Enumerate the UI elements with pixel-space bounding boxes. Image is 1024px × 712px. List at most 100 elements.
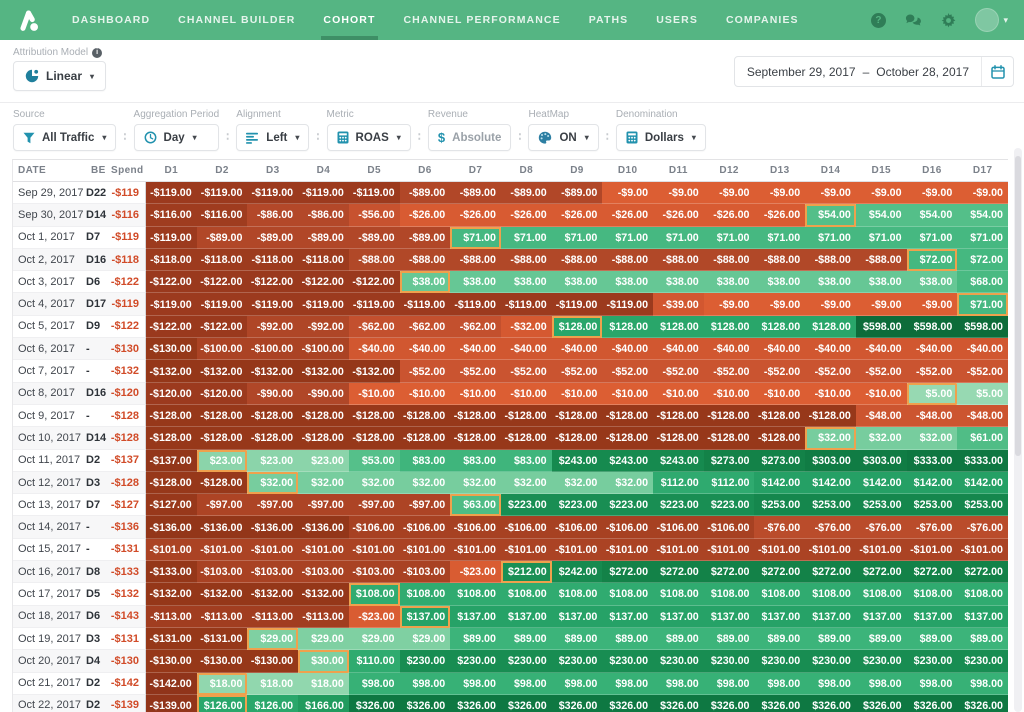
calendar-icon[interactable] bbox=[981, 57, 1013, 86]
nav-item-cohort[interactable]: COHORT bbox=[309, 0, 389, 40]
heatmap-cell: -$131.00 bbox=[196, 627, 248, 651]
heatmap-cell: -$101.00 bbox=[348, 538, 400, 562]
heatmap-cell: $89.00 bbox=[906, 627, 958, 651]
heatmap-cell: $272.00 bbox=[957, 561, 1008, 584]
heatmap-cell: $142.00 bbox=[906, 471, 958, 495]
table-row: Oct 1, 2017 D7 -$119 -$119.00 -$89.00 -$89.00… bbox=[13, 226, 1008, 249]
heatmap-cell: -$100.00 bbox=[196, 338, 248, 361]
column-header-d1: D1 bbox=[164, 165, 179, 176]
heatmap-cell: -$40.00 bbox=[653, 338, 704, 361]
heatmap-cell: $71.00 bbox=[653, 226, 704, 249]
heatmap-cell: $230.00 bbox=[906, 650, 958, 673]
filter-button-aggregation-period[interactable]: Day ▾ bbox=[133, 124, 220, 151]
row-spend: -$131 bbox=[111, 538, 146, 562]
heatmap-cell: -$128.00 bbox=[754, 427, 806, 450]
row-date: Sep 29, 2017 bbox=[13, 182, 86, 205]
heatmap-cell: -$40.00 bbox=[348, 338, 400, 361]
heatmap-cell: $223.00 bbox=[653, 494, 704, 517]
chat-bubbles-icon[interactable] bbox=[905, 12, 922, 28]
vertical-scrollbar-track[interactable] bbox=[1014, 148, 1022, 712]
filter-button-heatmap[interactable]: ON ▾ bbox=[528, 124, 599, 151]
caret-down-icon: ▾ bbox=[691, 133, 696, 142]
heatmap-cell: $98.00 bbox=[450, 672, 501, 695]
heatmap-cell: -$9.00 bbox=[906, 293, 958, 316]
heatmap-cell: $272.00 bbox=[754, 561, 806, 584]
divider bbox=[0, 102, 1024, 103]
heatmap-cell: -$88.00 bbox=[805, 248, 856, 272]
heatmap-cell: $29.00 bbox=[399, 627, 451, 651]
heatmap-cell: $326.00 bbox=[500, 694, 552, 712]
heatmap-cell: -$9.00 bbox=[602, 182, 654, 205]
filter-button-alignment[interactable]: Left ▾ bbox=[236, 124, 310, 151]
nav-item-users[interactable]: USERS bbox=[656, 14, 698, 26]
heatmap-cell: -$101.00 bbox=[703, 538, 755, 562]
heatmap-cell: $29.00 bbox=[348, 627, 400, 651]
row-breakeven-day: D6 bbox=[86, 271, 111, 294]
heatmap-cell: -$116.00 bbox=[146, 204, 197, 227]
heatmap-cell: $142.00 bbox=[855, 471, 907, 495]
heatmap-cell: -$10.00 bbox=[703, 382, 755, 405]
row-breakeven-day: - bbox=[86, 360, 111, 383]
heatmap-cell: $230.00 bbox=[450, 650, 501, 673]
nav-item-channel-builder[interactable]: CHANNEL BUILDER bbox=[178, 14, 296, 26]
heatmap-cell: -$122.00 bbox=[247, 271, 299, 294]
attribution-model-button[interactable]: Linear ▾ bbox=[13, 61, 107, 91]
row-breakeven-day: D8 bbox=[86, 561, 111, 584]
row-date: Oct 18, 2017 bbox=[13, 605, 86, 628]
filter-separator: ∶ bbox=[518, 130, 522, 144]
heatmap-cell: -$48.00 bbox=[906, 404, 958, 428]
column-header-d17: D17 bbox=[972, 165, 993, 176]
filter-separator: ∶ bbox=[226, 130, 230, 144]
heatmap-cell: -$40.00 bbox=[703, 338, 755, 361]
filter-button-metric[interactable]: ROAS ▾ bbox=[326, 124, 411, 151]
heatmap-cell: -$10.00 bbox=[855, 382, 907, 405]
filter-value: Left bbox=[266, 131, 288, 144]
nav-item-companies[interactable]: COMPANIES bbox=[725, 14, 799, 26]
nav-item-paths[interactable]: PATHS bbox=[588, 14, 629, 26]
gear-icon[interactable] bbox=[940, 12, 956, 28]
avatar bbox=[975, 8, 1000, 32]
help-icon[interactable]: ? bbox=[870, 12, 886, 28]
date-range-picker[interactable]: September 29, 2017 – October 28, 2017 bbox=[733, 56, 1014, 87]
vertical-scrollbar-thumb[interactable] bbox=[1015, 156, 1021, 456]
app-logo-icon[interactable] bbox=[16, 7, 42, 33]
heatmap-cell: -$62.00 bbox=[348, 315, 400, 339]
heatmap-cell: -$9.00 bbox=[805, 182, 856, 205]
heatmap-cell: $108.00 bbox=[399, 583, 451, 606]
heatmap-cell: -$9.00 bbox=[906, 182, 958, 205]
heatmap-cell: -$40.00 bbox=[805, 338, 856, 361]
heatmap-cell: $326.00 bbox=[602, 694, 654, 712]
nav-item-dashboard[interactable]: DASHBOARD bbox=[72, 14, 151, 26]
breakeven-cell: $72.00 bbox=[906, 248, 958, 272]
heatmap-cell: -$119.00 bbox=[247, 182, 299, 205]
heatmap-cell: -$106.00 bbox=[703, 516, 755, 539]
filter-separator: ∶ bbox=[123, 130, 127, 144]
heatmap-cell: $89.00 bbox=[957, 627, 1008, 651]
row-date: Oct 10, 2017 bbox=[13, 427, 86, 450]
heatmap-cell: -$106.00 bbox=[348, 516, 400, 539]
breakeven-cell: $32.00 bbox=[247, 471, 299, 495]
heatmap-cell: $83.00 bbox=[500, 449, 552, 472]
heatmap-cell: -$130.00 bbox=[196, 650, 248, 673]
filter-button-denomination[interactable]: Dollars ▾ bbox=[615, 124, 706, 151]
nav-item-channel-performance[interactable]: CHANNEL PERFORMANCE bbox=[403, 14, 561, 26]
calculator-icon bbox=[337, 131, 349, 144]
breakeven-cell: $137.00 bbox=[399, 605, 451, 628]
caret-down-icon: ▾ bbox=[90, 71, 95, 81]
filter-button-revenue[interactable]: $ Absolute bbox=[427, 124, 512, 151]
heatmap-cell: $326.00 bbox=[348, 694, 400, 712]
heatmap-cell: -$113.00 bbox=[298, 605, 349, 628]
heatmap-cell: -$89.00 bbox=[348, 226, 400, 249]
breakeven-cell: $71.00 bbox=[957, 293, 1008, 316]
heatmap-cell: $108.00 bbox=[602, 583, 654, 606]
heatmap-cell: $98.00 bbox=[805, 672, 856, 695]
heatmap-cell: -$119.00 bbox=[196, 293, 248, 316]
info-icon[interactable]: i bbox=[92, 47, 103, 58]
user-menu[interactable]: ▾ bbox=[975, 8, 1008, 32]
filter-button-source[interactable]: All Traffic ▾ bbox=[13, 124, 117, 151]
heatmap-cell: $137.00 bbox=[450, 605, 501, 628]
row-spend: -$139 bbox=[111, 694, 146, 712]
heatmap-cell: -$9.00 bbox=[754, 293, 806, 316]
heatmap-cell: -$89.00 bbox=[247, 226, 299, 249]
heatmap-cell: $272.00 bbox=[906, 561, 958, 584]
